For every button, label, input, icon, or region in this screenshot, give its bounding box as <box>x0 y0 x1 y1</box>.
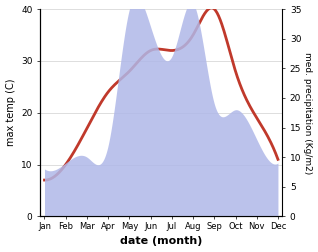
Y-axis label: med. precipitation (Kg/m2): med. precipitation (Kg/m2) <box>303 52 313 174</box>
X-axis label: date (month): date (month) <box>120 236 203 246</box>
Y-axis label: max temp (C): max temp (C) <box>5 79 16 146</box>
